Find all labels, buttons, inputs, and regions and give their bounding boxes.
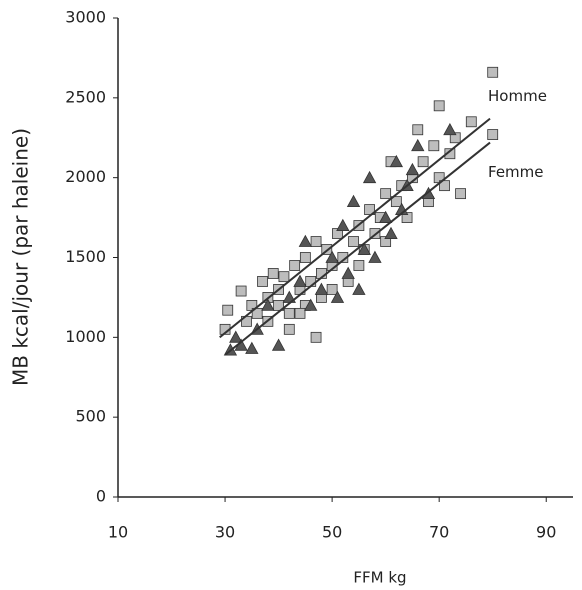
y-tick-label: 1500 [65,247,106,266]
triangle-point [411,138,425,152]
triangle-point [336,218,350,231]
triangle-point [405,162,420,176]
square-point [439,180,450,192]
line-label: Homme [488,87,547,105]
square-point [326,284,338,295]
square-point [305,276,317,287]
square-point [455,188,466,200]
triangle-point [352,282,366,295]
square-point [433,100,445,112]
triangle-point [314,282,329,295]
square-point [444,148,456,160]
square-point [289,260,301,271]
square-point [257,276,268,287]
triangle-point [443,122,457,136]
regression-line [224,141,491,356]
square-point [251,307,263,319]
square-point [364,204,375,216]
line-label: Femme [488,163,544,181]
triangle-point [330,290,345,303]
square-point [487,66,499,78]
square-point [310,236,322,247]
y-tick-label: 1000 [65,327,106,346]
square-point [299,252,311,263]
y-tick-label: 500 [75,407,106,426]
triangle-point [298,234,313,247]
x-tick-label: 10 [108,523,128,542]
square-point [353,260,365,271]
triangle-point [325,250,339,263]
triangle-point [271,338,286,351]
square-point [278,271,290,283]
square-point [390,196,402,208]
square-point [273,299,284,311]
triangle-point [357,242,371,255]
square-point [294,307,306,319]
square-point [222,304,234,316]
square-point [412,124,424,136]
square-point [310,331,322,343]
square-point [417,156,429,168]
triangle-point [341,266,355,279]
square-point [465,116,477,128]
square-point [380,188,392,200]
square-point [348,236,359,247]
y-tick-label: 0 [96,487,106,506]
regression-line [219,117,491,339]
triangle-point [245,341,259,354]
triangle-point [389,154,404,168]
square-point [283,323,295,335]
x-tick-label: 50 [322,523,342,542]
square-point [283,307,295,319]
y-tick-label: 2500 [65,87,106,106]
triangle-point [368,250,382,263]
triangle-point [304,298,318,311]
x-tick-label: 90 [536,523,556,542]
y-tick-label: 2000 [65,167,106,186]
triangle-point [293,274,307,287]
triangle-point [229,330,243,343]
square-point [235,285,247,297]
x-tick-label: 30 [215,523,235,542]
x-tick-label: 70 [429,523,449,542]
square-point [487,129,499,140]
triangle-point [362,170,377,184]
x-axis-label: FFM kg [353,569,406,587]
triangle-point [261,298,275,311]
y-axis-label: MB kcal/jour (par haleine) [9,128,33,386]
y-tick-label: 3000 [65,8,106,27]
square-point [267,268,279,279]
triangle-point [378,210,393,223]
square-point [428,140,440,152]
triangle-point [346,194,361,208]
triangle-point [384,226,398,239]
